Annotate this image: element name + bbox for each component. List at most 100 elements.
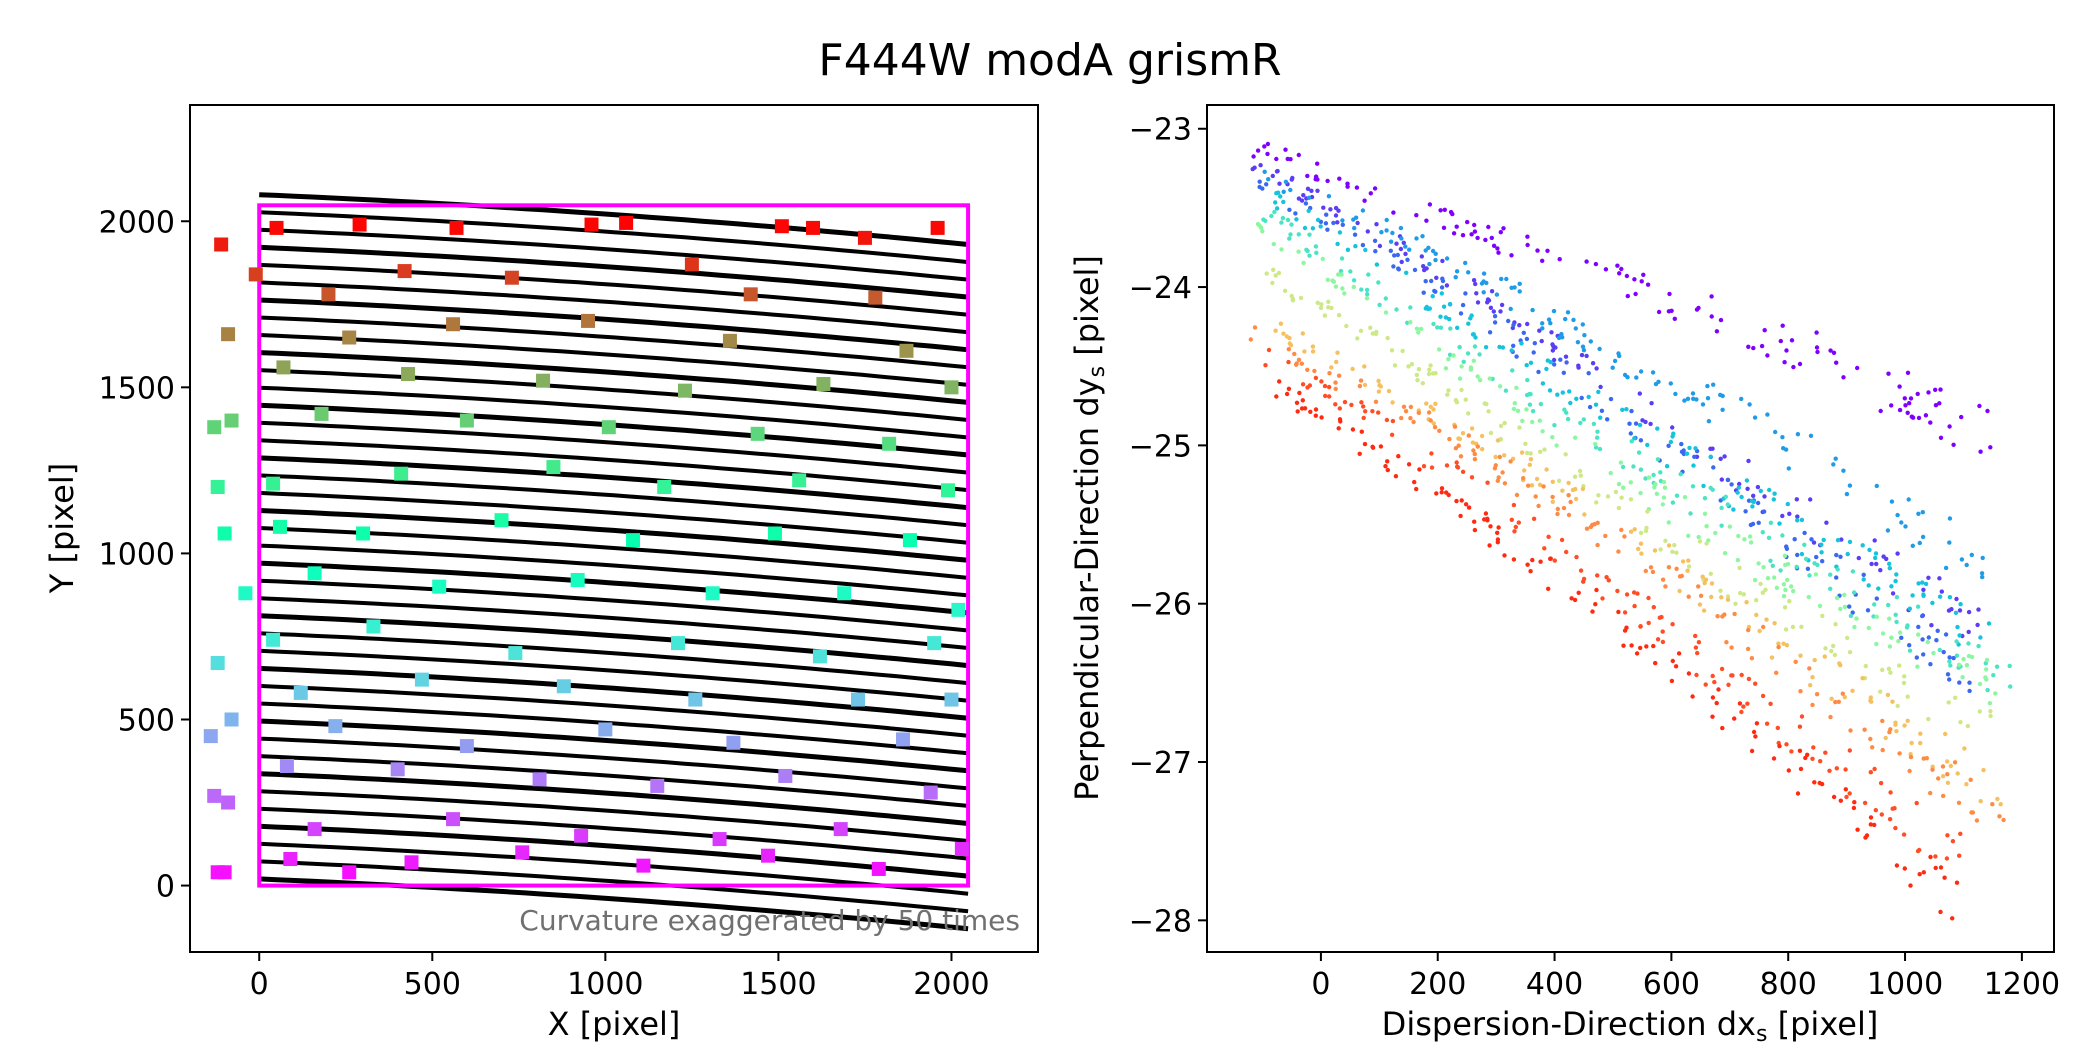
y-tick-label: 500	[118, 703, 175, 738]
series-point	[1842, 695, 1848, 700]
series-point	[1745, 646, 1751, 652]
series-point	[1342, 399, 1348, 405]
series-point	[1305, 186, 1311, 191]
series-point	[1899, 520, 1904, 525]
series-point	[1604, 575, 1609, 580]
series-point	[1472, 229, 1478, 234]
source-marker	[833, 822, 848, 837]
series-point	[1537, 482, 1543, 487]
series-point	[1495, 478, 1501, 483]
series-point	[1300, 382, 1306, 387]
source-marker	[203, 729, 218, 744]
series-point	[1764, 617, 1769, 622]
source-marker	[778, 768, 793, 783]
series-point	[1687, 445, 1692, 451]
series-point	[1372, 238, 1378, 243]
series-point	[1335, 241, 1340, 247]
series-point	[1633, 421, 1639, 426]
series-point	[1916, 632, 1921, 637]
series-point	[1727, 524, 1733, 529]
series-point	[1333, 213, 1339, 218]
series-point	[1498, 423, 1504, 429]
series-point	[1938, 865, 1944, 870]
series-point	[1624, 273, 1630, 279]
series-point	[1874, 641, 1879, 647]
source-marker	[293, 685, 308, 700]
series-point	[1648, 565, 1654, 570]
series-point	[1572, 597, 1578, 603]
series-point	[1709, 314, 1714, 319]
source-marker	[328, 719, 343, 734]
source-marker	[671, 636, 686, 651]
series-point	[1789, 338, 1795, 343]
series-point	[1580, 344, 1586, 349]
series-point	[1693, 645, 1699, 650]
series-point	[1762, 494, 1767, 499]
series-point	[1799, 624, 1804, 629]
series-point	[1438, 325, 1444, 330]
series-point	[1336, 272, 1341, 277]
series-point	[1890, 699, 1895, 704]
spectral-trace	[259, 823, 969, 879]
series-point	[1862, 727, 1867, 732]
series-point	[1983, 661, 1989, 666]
series-point	[1889, 584, 1894, 589]
series-point	[1782, 360, 1787, 365]
series-point	[1454, 269, 1460, 274]
series-point	[1447, 352, 1453, 357]
right-plot-area	[1248, 141, 2013, 921]
series-point	[1527, 402, 1533, 407]
series-point	[1586, 394, 1591, 400]
source-marker	[750, 426, 765, 441]
series-point	[1947, 659, 1952, 664]
source-marker	[902, 533, 917, 548]
series-point	[1986, 621, 1992, 626]
series-point	[1880, 747, 1885, 753]
series-point	[1399, 236, 1404, 241]
series-point	[1860, 543, 1865, 548]
series-point	[1872, 822, 1877, 828]
series-point	[1746, 344, 1751, 349]
series-point	[1709, 581, 1715, 586]
series-point	[1463, 260, 1468, 266]
source-marker	[356, 526, 371, 541]
series-point	[1584, 259, 1589, 264]
series-point	[1283, 179, 1289, 184]
series-point	[1509, 517, 1515, 522]
series-point	[2008, 684, 2013, 689]
series-point	[1361, 404, 1366, 409]
series-point	[1866, 583, 1871, 588]
series-point	[1531, 350, 1536, 355]
series-point	[1484, 280, 1489, 286]
series-point	[1654, 491, 1660, 496]
series-point	[1976, 607, 1981, 612]
series-point	[1901, 832, 1907, 837]
series-point	[1524, 407, 1529, 412]
series-point	[1712, 679, 1717, 685]
series-point	[1895, 551, 1900, 556]
series-point	[1668, 439, 1674, 445]
series-point	[1398, 246, 1404, 252]
series-point	[1725, 477, 1731, 483]
series-point	[1835, 567, 1840, 572]
source-marker	[581, 313, 596, 328]
series-point	[1937, 401, 1942, 406]
series-point	[1831, 350, 1837, 355]
series-point	[1688, 511, 1693, 516]
series-point	[1993, 691, 1998, 696]
series-point	[1497, 454, 1503, 460]
series-point	[1729, 645, 1734, 650]
series-point	[1653, 482, 1658, 487]
series-point	[1492, 320, 1498, 325]
series-point	[1643, 528, 1649, 534]
series-point	[1475, 235, 1480, 241]
series-point	[1921, 592, 1926, 597]
series-point	[1905, 370, 1911, 375]
series-point	[1442, 207, 1448, 212]
series-point	[1561, 370, 1567, 375]
series-point	[1546, 317, 1552, 322]
series-point	[1270, 280, 1275, 286]
series-point	[1686, 564, 1692, 569]
series-point	[1713, 530, 1718, 536]
series-point	[1693, 446, 1698, 451]
